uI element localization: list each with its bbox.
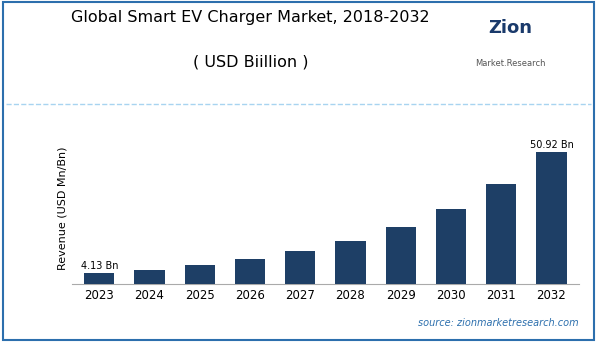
Text: Global Smart EV Charger Market, 2018-2032: Global Smart EV Charger Market, 2018-203… <box>72 10 430 25</box>
Text: ( USD Biillion ): ( USD Biillion ) <box>193 55 309 70</box>
Bar <box>134 270 165 284</box>
Bar <box>84 273 115 284</box>
Bar <box>336 241 365 284</box>
Text: 4.13 Bn: 4.13 Bn <box>81 261 118 271</box>
Text: CAGR : 32.20%: CAGR : 32.20% <box>36 311 146 324</box>
Y-axis label: Revenue (USD Mn/Bn): Revenue (USD Mn/Bn) <box>57 147 67 271</box>
Bar <box>285 251 315 284</box>
Bar <box>486 184 516 284</box>
Text: Zion: Zion <box>488 19 533 37</box>
Bar <box>235 259 265 284</box>
Text: source: zionmarketresearch.com: source: zionmarketresearch.com <box>418 318 579 328</box>
Bar <box>184 265 215 284</box>
Text: Market.Research: Market.Research <box>475 59 546 68</box>
Bar <box>436 209 466 284</box>
Bar <box>536 152 567 284</box>
Text: 50.92 Bn: 50.92 Bn <box>530 140 573 150</box>
Bar <box>386 227 416 284</box>
